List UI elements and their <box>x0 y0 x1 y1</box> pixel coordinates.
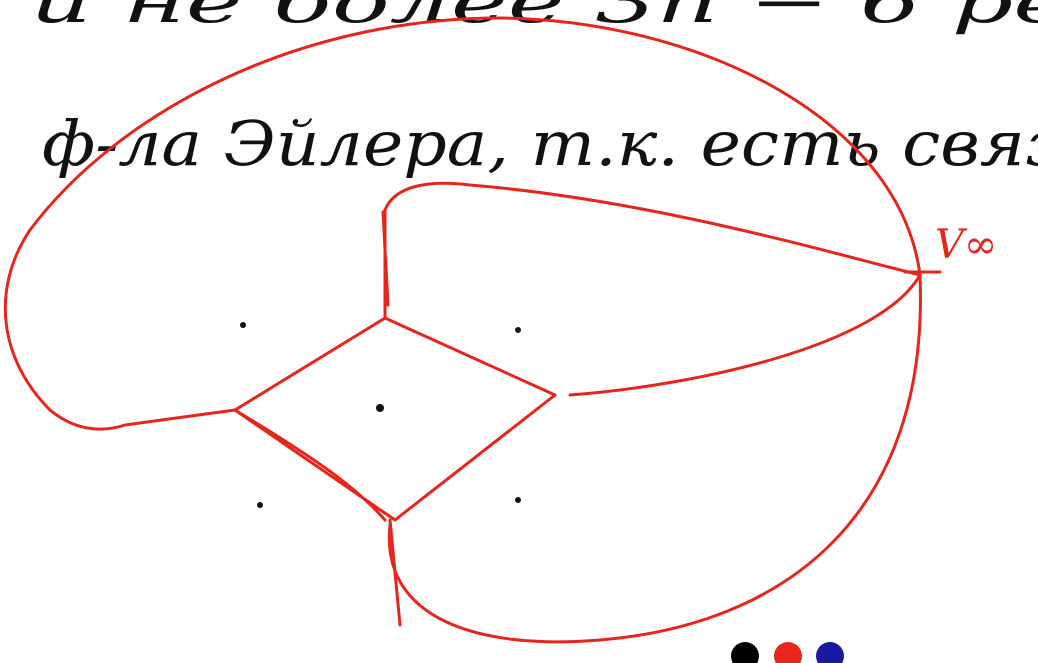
face-dot <box>376 404 384 412</box>
edge <box>233 408 387 522</box>
edge <box>3 16 922 431</box>
graph-drawing <box>3 16 942 644</box>
edge <box>383 181 922 320</box>
vertex-label: V∞ <box>935 222 997 268</box>
color-red[interactable] <box>774 642 802 663</box>
edge <box>568 273 922 397</box>
color-palette <box>731 642 844 663</box>
color-black[interactable] <box>731 642 759 663</box>
edge <box>381 210 390 307</box>
face <box>233 316 557 522</box>
edge <box>387 273 922 644</box>
face-dot <box>515 327 521 333</box>
color-blue[interactable] <box>816 642 844 663</box>
face-dot <box>515 497 521 503</box>
face-dot <box>240 322 246 328</box>
face-dot <box>257 502 263 508</box>
handwritten-line: ф-ла Эйлера, т.к. есть связ <box>42 107 1038 180</box>
